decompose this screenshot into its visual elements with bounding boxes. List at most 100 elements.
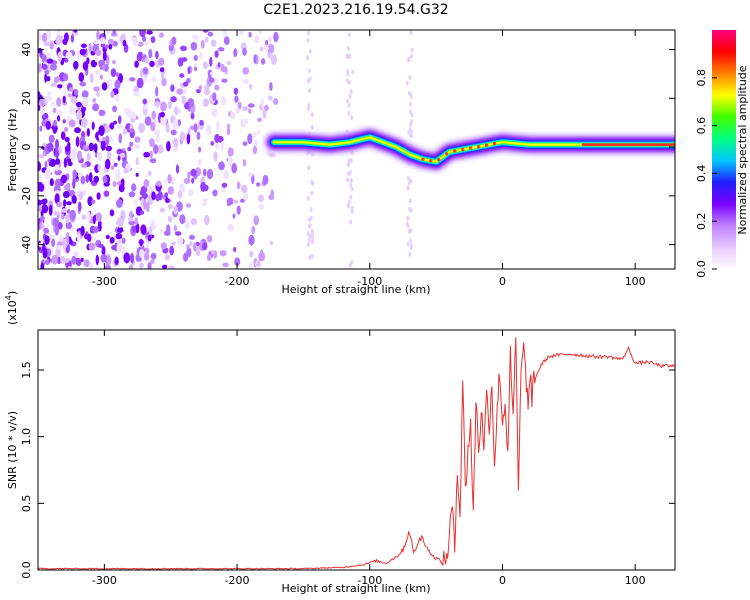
streak-blob [306, 78, 310, 84]
noise-blob [94, 57, 99, 63]
ridge-spot [437, 158, 441, 162]
noise-blob [136, 53, 143, 62]
noise-blob [64, 257, 70, 263]
noise-blob [231, 162, 238, 174]
noise-blob [247, 172, 253, 178]
noise-blob [87, 211, 91, 222]
noise-blob [54, 178, 61, 190]
noise-blob [63, 58, 69, 63]
noise-blob [101, 82, 108, 91]
noise-blob [81, 90, 89, 99]
streak-blob [307, 217, 311, 223]
noise-blob [42, 247, 48, 259]
noise-blob [45, 95, 52, 102]
noise-blob [133, 91, 140, 97]
noise-blob [83, 145, 88, 150]
noise-blob [130, 128, 135, 133]
noise-blob [203, 214, 210, 226]
noise-blob [207, 31, 214, 37]
noise-blob [92, 103, 100, 112]
noise-blob [154, 101, 161, 107]
noise-blob [93, 143, 98, 153]
noise-blob [227, 201, 231, 207]
streak-blob [408, 75, 412, 81]
noise-blob [149, 158, 157, 164]
noise-blob [75, 101, 82, 108]
noise-blob [44, 69, 50, 76]
noise-blob [116, 124, 123, 129]
noise-blob [238, 30, 244, 36]
noise-blob [177, 236, 184, 246]
noise-blob [38, 31, 42, 42]
colorbar-bar [712, 30, 736, 269]
snr-panel: -300 -200 -100 0 100 0.0 0.5 1.0 1.5 Height of s… [4, 291, 676, 595]
noise-blob [63, 184, 71, 191]
noise-blob [143, 199, 147, 210]
noise-blob [179, 214, 186, 225]
streak-blob [347, 199, 351, 205]
noise-blob [139, 210, 145, 215]
streak-blob [409, 245, 413, 251]
streak-blob [350, 115, 354, 121]
noise-blob [139, 30, 146, 38]
noise-blob [157, 144, 164, 154]
noise-blob [42, 198, 48, 205]
noise-blob [150, 252, 157, 260]
streak-blob [405, 80, 409, 86]
noise-blob [193, 123, 198, 133]
streak-blob [349, 178, 353, 184]
noise-blob [103, 64, 109, 72]
noise-blob [138, 122, 146, 134]
noise-blob [88, 261, 94, 269]
noise-blob [92, 226, 99, 234]
streak-blob [348, 94, 352, 100]
noise-blob [177, 57, 184, 67]
noise-blob [183, 177, 191, 184]
noise-blob [232, 213, 236, 219]
colorbar-tick-label: 0.2 [695, 212, 708, 230]
ridge-spot [492, 142, 497, 146]
noise-blob [151, 110, 157, 120]
ridge-spot [429, 159, 433, 163]
noise-blob [99, 65, 103, 70]
noise-blob [214, 50, 219, 58]
noise-blob [115, 233, 123, 240]
noise-blob [153, 144, 159, 155]
noise-blob [267, 95, 273, 101]
noise-blob [91, 121, 95, 130]
streak-blob [347, 111, 351, 116]
noise-blob [223, 36, 230, 45]
noise-blob [53, 126, 58, 131]
noise-blob [117, 228, 124, 233]
noise-blob [256, 182, 261, 187]
noise-blob [64, 145, 71, 152]
noise-blob [43, 227, 50, 234]
noise-blob [235, 107, 240, 114]
noise-blob [198, 146, 202, 153]
noise-blob [260, 97, 264, 108]
noise-blob [257, 117, 262, 123]
noise-blob [100, 140, 106, 151]
noise-blob [141, 35, 147, 43]
noise-blob [49, 158, 56, 167]
noise-blob [57, 84, 63, 89]
noise-blob [254, 34, 260, 44]
noise-blob [146, 201, 150, 213]
noise-blob [143, 179, 150, 188]
noise-blob [114, 169, 121, 180]
noise-blob [270, 54, 277, 65]
noise-blob [144, 252, 150, 261]
noise-blob [155, 134, 160, 143]
colorbar-tick-label: 0.8 [695, 69, 708, 87]
noise-blob [192, 242, 197, 252]
noise-blob [147, 170, 152, 177]
noise-blob [73, 88, 79, 96]
noise-blob [177, 119, 182, 127]
noise-blob [144, 116, 152, 126]
noise-blob [129, 210, 133, 218]
noise-blob [170, 96, 177, 103]
streak-blob [408, 198, 412, 204]
noise-blob [112, 180, 117, 188]
noise-blob [97, 163, 101, 172]
noise-blob [80, 175, 86, 185]
